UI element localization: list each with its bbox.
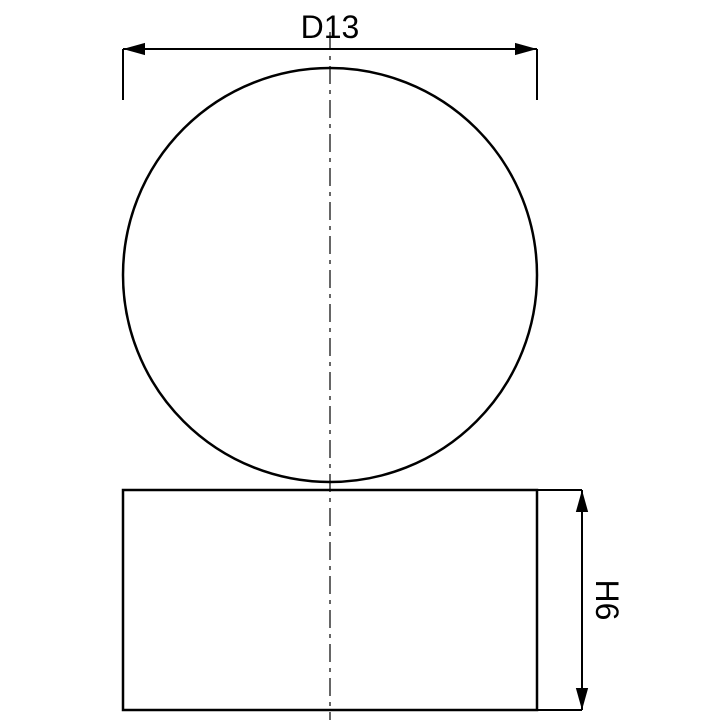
height-dimension-label: H6 <box>589 580 625 621</box>
technical-drawing: D13 H6 <box>0 0 720 720</box>
diameter-dimension-label: D13 <box>301 9 360 45</box>
